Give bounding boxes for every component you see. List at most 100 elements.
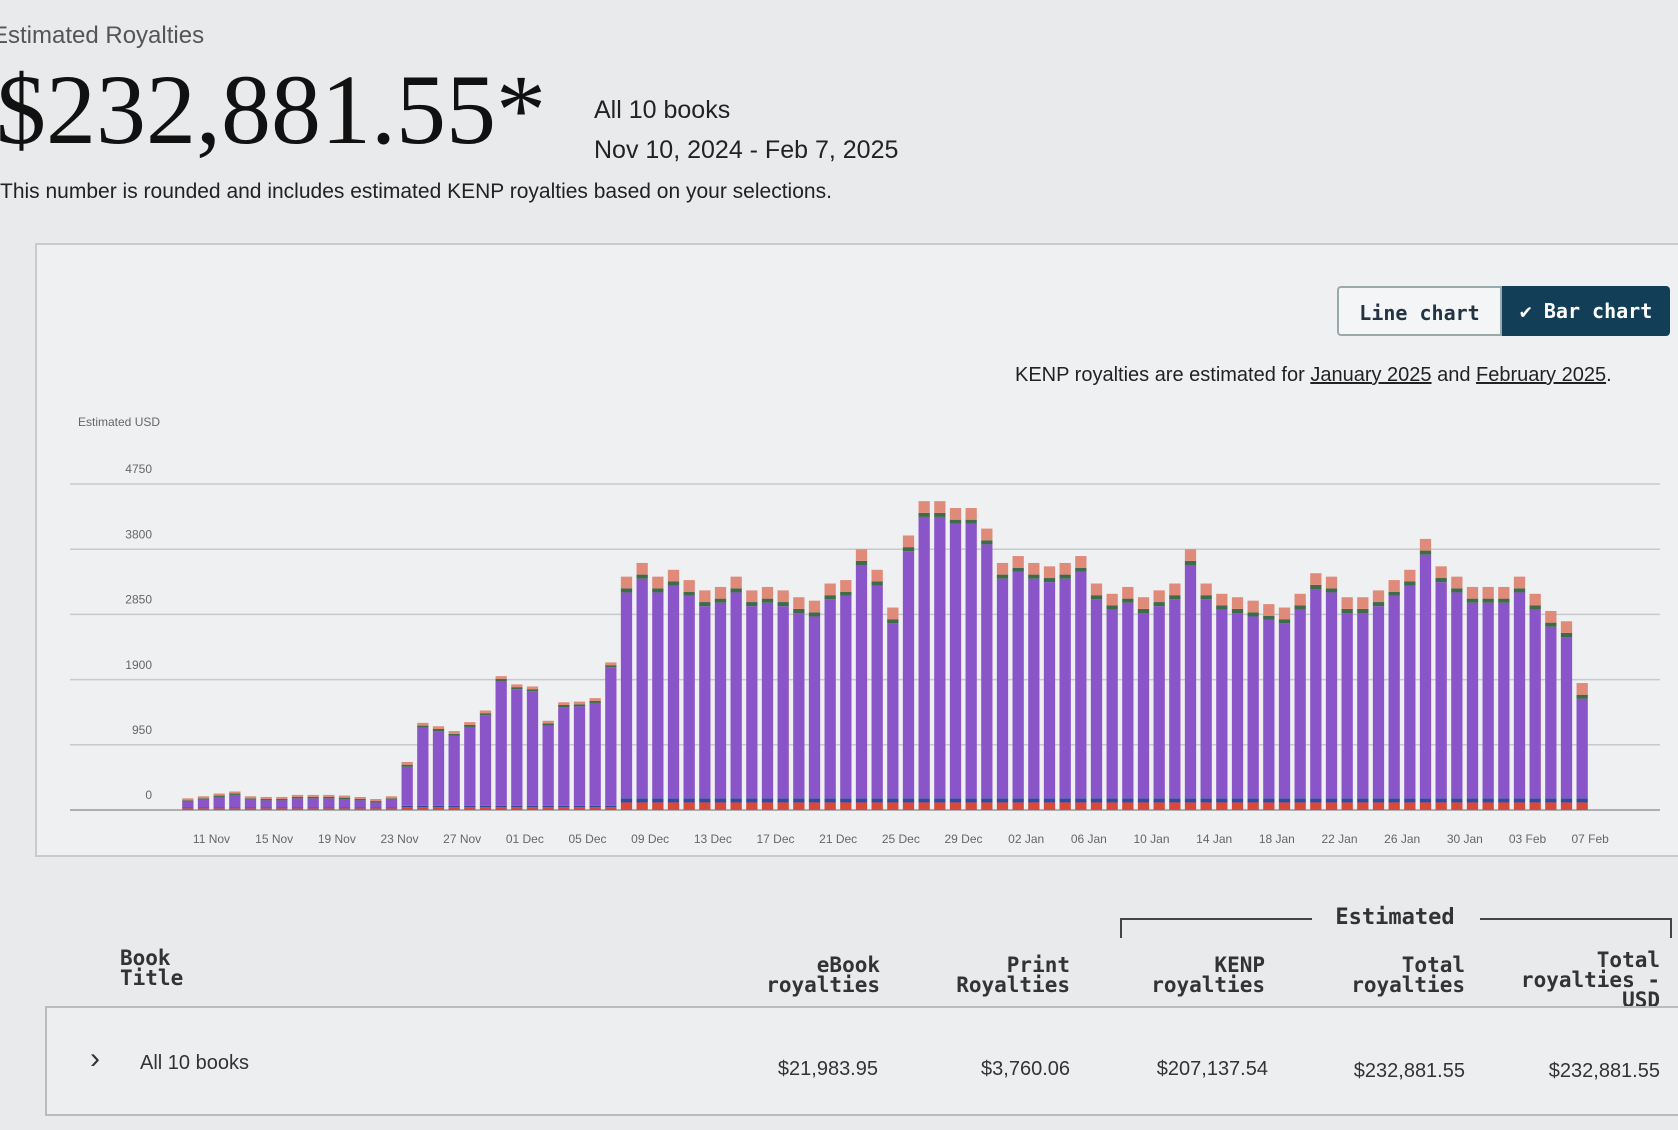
bar-segment bbox=[1435, 582, 1447, 799]
bar-segment bbox=[495, 680, 507, 806]
bar-segment bbox=[1357, 613, 1369, 799]
bar-segment bbox=[667, 585, 680, 799]
bar-segment bbox=[276, 800, 288, 808]
bar-segment bbox=[260, 807, 272, 809]
bar-segment bbox=[1263, 802, 1275, 810]
bar-segment bbox=[1419, 802, 1432, 810]
bar-segment bbox=[197, 807, 210, 809]
bar-segment bbox=[385, 796, 398, 799]
bar-segment bbox=[1028, 802, 1040, 810]
x-tick-label: 27 Nov bbox=[443, 832, 481, 846]
bar-segment bbox=[777, 602, 789, 607]
bar-segment bbox=[213, 795, 225, 797]
bar-segment bbox=[683, 798, 695, 803]
bar-segment bbox=[1404, 798, 1416, 803]
bar-segment bbox=[793, 613, 805, 799]
bar-segment bbox=[1137, 608, 1150, 614]
bar-segment bbox=[526, 807, 539, 810]
bar-segment bbox=[683, 802, 695, 810]
bar-segment bbox=[871, 802, 883, 810]
bar-segment bbox=[1263, 619, 1275, 799]
bar-segment bbox=[401, 805, 413, 808]
x-tick-label: 02 Jan bbox=[1008, 832, 1044, 846]
february-link[interactable]: February 2025 bbox=[1476, 364, 1607, 386]
bar-segment bbox=[793, 802, 805, 810]
bar-segment bbox=[1059, 578, 1071, 799]
bar-segment bbox=[949, 508, 962, 520]
bar-segment bbox=[1075, 798, 1087, 803]
bar-segment bbox=[1357, 798, 1369, 803]
bar-segment bbox=[1529, 609, 1541, 799]
bar-segment bbox=[1028, 562, 1040, 575]
bar-segment bbox=[746, 802, 758, 810]
table-row[interactable] bbox=[45, 1006, 1678, 1116]
bar-segment bbox=[793, 608, 805, 614]
bar-segment bbox=[777, 590, 789, 603]
bar-segment bbox=[401, 761, 413, 765]
bar-segment bbox=[855, 564, 868, 799]
bar-segment bbox=[605, 665, 617, 668]
bar-segment bbox=[1357, 802, 1369, 810]
bar-segment bbox=[1372, 798, 1385, 803]
bar-segment bbox=[996, 798, 1009, 803]
bar-segment bbox=[1310, 589, 1322, 799]
bar-segment bbox=[699, 798, 711, 803]
bar-segment bbox=[244, 808, 257, 810]
bar-segment bbox=[323, 807, 335, 809]
bar-segment bbox=[949, 523, 962, 799]
cell: $207,137.54 bbox=[1156, 1058, 1268, 1080]
bar-segment bbox=[777, 606, 789, 799]
bar-segment bbox=[291, 807, 304, 809]
bar-segment bbox=[1216, 798, 1228, 803]
bar-segment bbox=[1576, 802, 1588, 810]
bar-segment bbox=[1028, 578, 1040, 799]
bar-segment bbox=[887, 623, 899, 799]
y-tick-label: 3800 bbox=[125, 527, 152, 541]
bar-segment bbox=[996, 574, 1009, 579]
x-tick-label: 06 Jan bbox=[1071, 832, 1107, 846]
bar-segment bbox=[573, 805, 586, 808]
bar-segment bbox=[605, 807, 617, 810]
bar-segment bbox=[918, 501, 930, 513]
bar-segment bbox=[558, 807, 570, 810]
bar-segment bbox=[996, 802, 1009, 810]
bar-segment bbox=[1310, 573, 1322, 585]
x-tick-label: 17 Dec bbox=[756, 832, 794, 846]
bar-segment bbox=[1466, 598, 1479, 603]
bar-segment bbox=[1310, 584, 1322, 590]
bar-segment bbox=[652, 592, 664, 799]
bar-segment bbox=[1529, 802, 1541, 810]
x-tick-label: 03 Feb bbox=[1509, 832, 1547, 846]
bar-segment bbox=[1169, 798, 1181, 803]
bar-segment bbox=[981, 528, 993, 541]
bar-segment bbox=[291, 808, 304, 810]
bar-segment bbox=[511, 684, 523, 688]
bar-segment bbox=[338, 797, 351, 800]
bar-segment bbox=[432, 726, 445, 730]
line-chart-button[interactable]: Line chart bbox=[1337, 286, 1502, 336]
bar-segment bbox=[1090, 599, 1103, 799]
bar-segment bbox=[1247, 798, 1259, 803]
bar-segment bbox=[1560, 632, 1573, 638]
bar-segment bbox=[1075, 802, 1087, 810]
bar-segment bbox=[714, 602, 727, 799]
bar-chart-button[interactable]: ✔ Bar chart bbox=[1502, 286, 1670, 336]
bar-segment bbox=[354, 808, 366, 810]
bar-segment bbox=[761, 586, 774, 599]
bar-segment bbox=[464, 722, 476, 725]
bar-segment bbox=[213, 807, 225, 809]
january-link[interactable]: January 2025 bbox=[1310, 364, 1432, 386]
expand-chevron[interactable]: › bbox=[90, 1042, 100, 1075]
bar-segment bbox=[479, 713, 492, 716]
bar-segment bbox=[1231, 613, 1244, 799]
bar-segment bbox=[714, 598, 727, 603]
bar-segment bbox=[276, 807, 288, 809]
bar-segment bbox=[1341, 802, 1353, 810]
bar-segment bbox=[573, 706, 586, 806]
bar-segment bbox=[558, 805, 570, 808]
bar-segment bbox=[1090, 583, 1103, 596]
bar-segment bbox=[1576, 798, 1588, 803]
bar-segment bbox=[1388, 595, 1400, 799]
bar-segment bbox=[291, 796, 304, 799]
bar-segment bbox=[1278, 802, 1291, 810]
